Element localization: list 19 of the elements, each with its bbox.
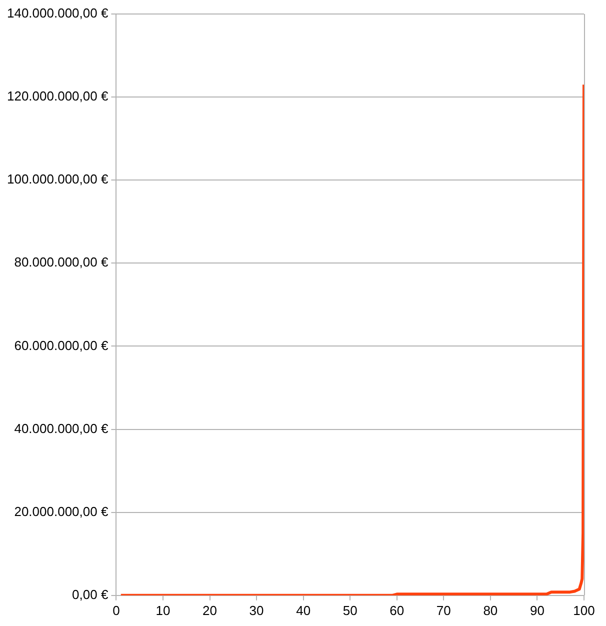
x-tick-label: 50	[342, 602, 358, 618]
y-tick-label: 20.000.000,00 €	[14, 504, 109, 519]
x-tick-label: 40	[296, 602, 311, 618]
x-tick-label: 100	[573, 602, 595, 618]
y-tick-label: 100.000.000,00 €	[6, 172, 109, 187]
x-tick-label: 30	[249, 602, 264, 618]
x-tick-label: 90	[530, 602, 544, 618]
x-tick-label: 10	[156, 602, 170, 618]
x-tick-label: 0	[112, 602, 120, 618]
x-tick-label: 60	[390, 602, 404, 618]
x-tick-label: 70	[436, 602, 451, 618]
y-tick-label: 60.000.000,00 €	[14, 338, 109, 353]
y-tick-label: 0,00 €	[72, 586, 109, 602]
x-tick-label: 20	[202, 602, 217, 618]
y-tick-label: 40.000.000,00 €	[14, 420, 109, 436]
y-tick-label: 140.000.000,00 €	[6, 6, 109, 21]
y-tick-label: 120.000.000,00 €	[6, 88, 109, 104]
x-tick-label: 80	[483, 602, 498, 618]
y-tick-label: 80.000.000,00 €	[14, 254, 109, 270]
